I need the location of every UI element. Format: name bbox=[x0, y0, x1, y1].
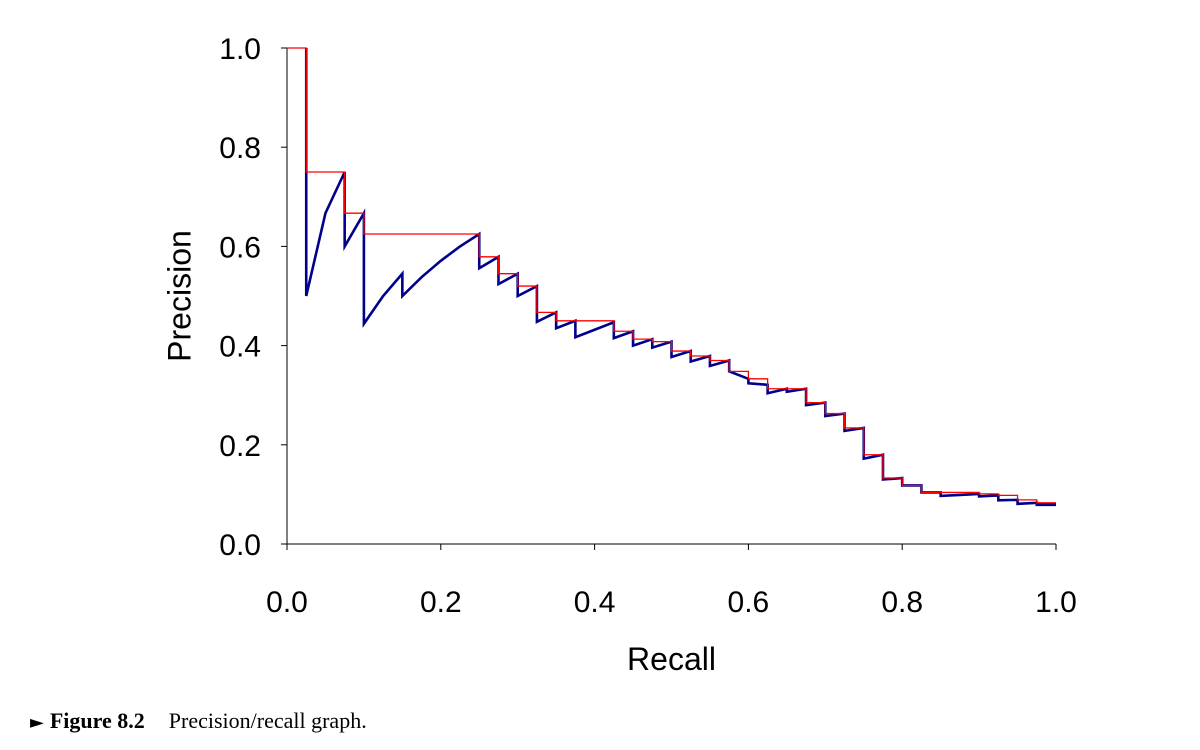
y-tick-label: 0.8 bbox=[219, 132, 261, 165]
caption-marker-icon: ► bbox=[30, 712, 44, 733]
x-tick-label: 0.0 bbox=[266, 586, 308, 619]
x-tick-label: 1.0 bbox=[1035, 586, 1077, 619]
y-tick-label: 0.4 bbox=[219, 331, 261, 364]
caption-text: Precision/recall graph. bbox=[168, 708, 367, 733]
y-tick-label: 0.2 bbox=[219, 430, 261, 463]
x-tick-label: 0.2 bbox=[420, 586, 462, 619]
precision-recall-chart: 0.0 0.2 0.4 0.6 0.8 1.0 0.0 0.2 0.4 0.6 0.8 1.0 Re… bbox=[161, 33, 1077, 677]
x-tick-label: 0.4 bbox=[574, 586, 616, 619]
y-tick-label: 0.0 bbox=[219, 529, 261, 562]
figure-caption: ► Figure 8.2 Precision/recall graph. bbox=[30, 708, 367, 734]
y-tick-label: 1.0 bbox=[219, 33, 261, 66]
x-axis-ticks: 0.0 0.2 0.4 0.6 0.8 1.0 bbox=[266, 544, 1077, 619]
x-tick-label: 0.8 bbox=[881, 586, 923, 619]
x-tick-label: 0.6 bbox=[728, 586, 770, 619]
y-axis-title: Precision bbox=[161, 230, 197, 362]
series-layer bbox=[287, 47, 1056, 507]
precision-series-line bbox=[304, 48, 1056, 507]
figure-label: Figure 8.2 bbox=[49, 708, 145, 733]
x-axis-title: Recall bbox=[627, 641, 716, 677]
y-axis-ticks: 0.0 0.2 0.4 0.6 0.8 1.0 bbox=[219, 33, 287, 562]
y-tick-label: 0.6 bbox=[219, 231, 261, 264]
interpolated-precision-series-line bbox=[287, 47, 1056, 504]
